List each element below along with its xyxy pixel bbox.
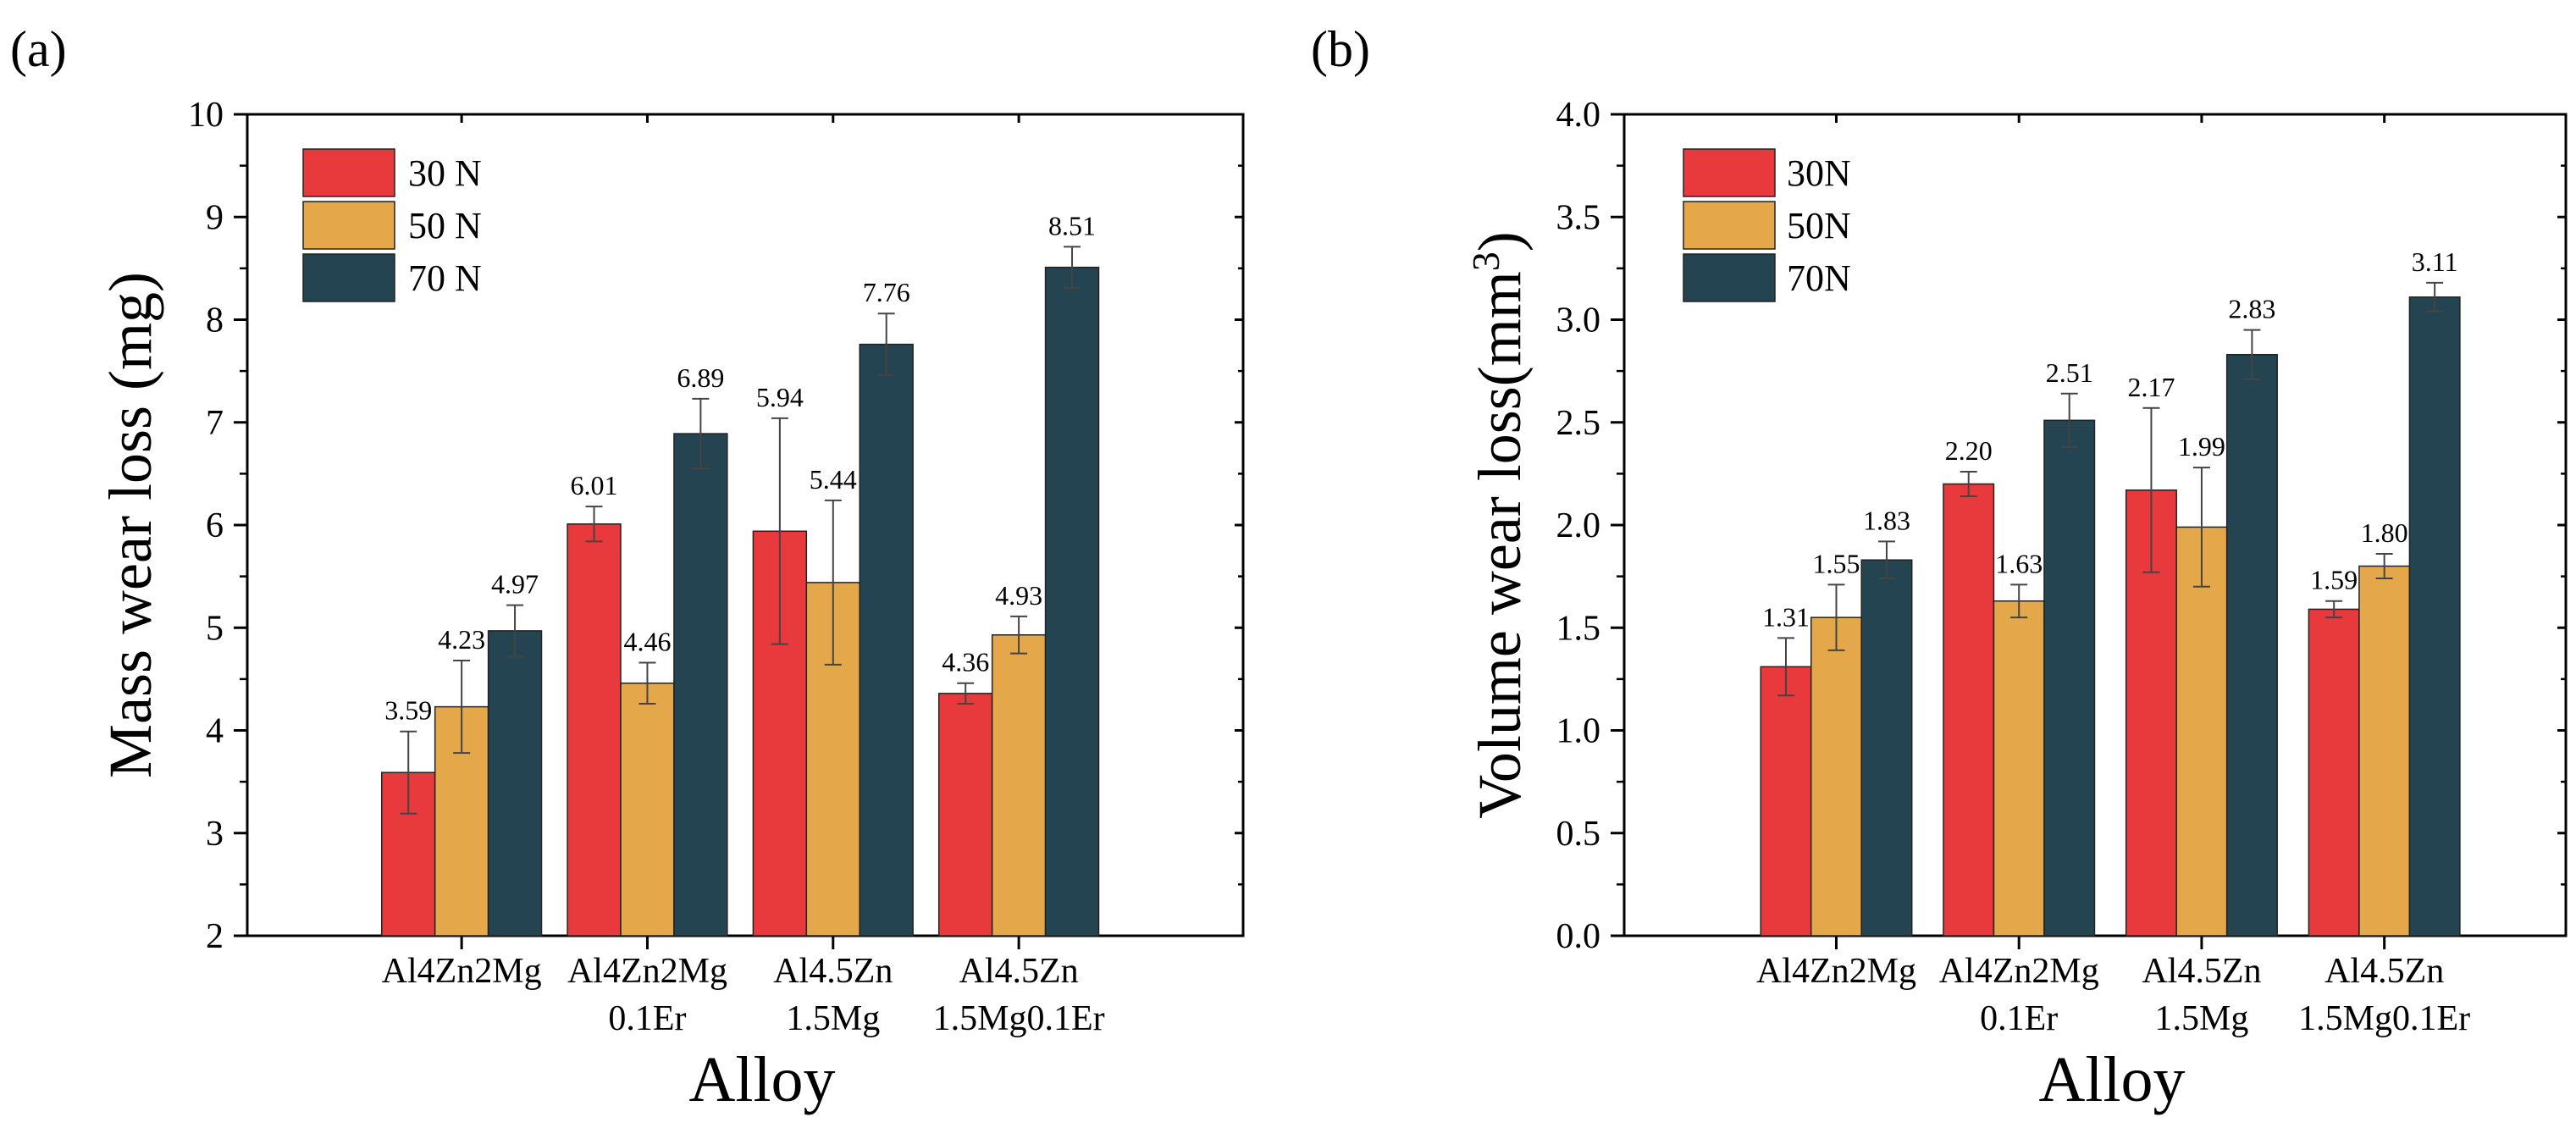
y-tick-label: 8 xyxy=(206,301,224,340)
panel-label: (b) xyxy=(1311,21,1370,77)
bar-50n xyxy=(2175,526,2228,937)
y-tick-label: 2 xyxy=(206,917,224,956)
data-label: 8.51 xyxy=(1048,210,1096,241)
y-axis-label-superscript: 3 xyxy=(1464,252,1507,271)
data-label: 2.20 xyxy=(1945,435,1993,466)
data-label: 1.80 xyxy=(2361,517,2408,548)
data-label: 1.99 xyxy=(2178,431,2225,462)
bar-30n xyxy=(567,523,622,937)
y-tick-label: 5 xyxy=(206,609,224,648)
bar-50n xyxy=(1993,600,2045,937)
data-label: 1.59 xyxy=(2310,565,2358,595)
data-label: 5.44 xyxy=(810,464,857,495)
y-tick-label: 0.0 xyxy=(1556,917,1601,956)
chart-panel-a: (a) 2 3 4 5 6 7 8 9 10 Mass wear loss (mg) Alloy Al4… xyxy=(10,21,1245,1115)
legend-label: 30 N xyxy=(408,152,482,194)
legend-label: 70N xyxy=(1787,257,1851,299)
data-label: 2.83 xyxy=(2228,294,2275,324)
data-label: 6.01 xyxy=(571,470,618,500)
y-tick-label: 9 xyxy=(206,198,224,237)
y-axis-label: Volume wear loss(mm3) xyxy=(1464,231,1534,819)
y-tick-label: 7 xyxy=(206,404,224,443)
data-label: 3.11 xyxy=(2412,246,2458,277)
bar-70n xyxy=(487,630,543,937)
data-label: 3.59 xyxy=(384,695,432,726)
data-label: 4.46 xyxy=(623,626,671,656)
legend-label: 50 N xyxy=(408,205,482,246)
y-tick-label: 0.5 xyxy=(1556,815,1601,854)
x-tick-label: 0.1Er xyxy=(608,999,686,1038)
legend-swatch xyxy=(302,148,395,197)
x-tick-label: Al4Zn2Mg xyxy=(382,952,542,991)
data-label: 4.93 xyxy=(995,580,1042,611)
legend-swatch xyxy=(302,253,395,302)
legend-label: 50N xyxy=(1787,205,1851,246)
bar-70n xyxy=(859,343,914,937)
x-tick-label: Al4.5Zn xyxy=(959,952,1079,991)
x-tick-label: Al4.5Zn xyxy=(773,952,893,991)
x-tick-label: Al4.5Zn xyxy=(2142,952,2261,991)
data-label: 1.63 xyxy=(1995,548,2043,578)
y-tick-label: 10 xyxy=(188,96,224,135)
y-tick-label: 3 xyxy=(206,815,224,854)
x-tick-label: Al4.5Zn xyxy=(2324,952,2444,991)
y-tick-label: 1.5 xyxy=(1556,609,1601,648)
bar-30n xyxy=(1943,483,1995,937)
bar-30n xyxy=(937,693,993,937)
legend-label: 70 N xyxy=(408,257,482,299)
legend-swatch xyxy=(1683,253,1776,302)
bar-70n xyxy=(2408,296,2461,937)
legend-swatch xyxy=(1683,201,1776,250)
data-label: 6.89 xyxy=(677,362,724,393)
y-tick-label: 2.5 xyxy=(1556,404,1601,443)
legend-swatch xyxy=(1683,148,1776,197)
data-label: 2.51 xyxy=(2046,357,2093,388)
data-label: 5.94 xyxy=(756,382,804,412)
panel-label: (a) xyxy=(10,21,67,77)
x-tick-label: 1.5Mg xyxy=(786,999,880,1038)
legend-swatch xyxy=(302,201,395,250)
bar-70n xyxy=(2043,419,2096,937)
y-tick-label: 1.0 xyxy=(1556,712,1601,751)
y-tick-label: 6 xyxy=(206,506,224,545)
x-axis-label: Alloy xyxy=(688,1044,835,1115)
bar-70n xyxy=(1044,266,1100,937)
x-tick-label: Al4Zn2Mg xyxy=(1939,952,2099,991)
y-tick-label: 3.5 xyxy=(1556,198,1601,237)
data-label: 1.83 xyxy=(1863,505,1910,535)
y-tick-label: 3.0 xyxy=(1556,301,1601,340)
y-tick-label: 4.0 xyxy=(1556,96,1601,135)
bar-30n xyxy=(2308,608,2360,937)
data-label: 4.23 xyxy=(438,624,485,655)
bar-30n xyxy=(1760,666,1812,937)
x-tick-label: Al4Zn2Mg xyxy=(567,952,727,991)
x-tick-label: 1.5Mg0.1Er xyxy=(933,999,1105,1038)
data-label: 1.31 xyxy=(1762,601,1810,632)
bar-50n xyxy=(620,682,675,937)
y-axis-label-end: ) xyxy=(1466,231,1534,252)
x-tick-label: 0.1Er xyxy=(1980,999,2058,1038)
data-label: 1.55 xyxy=(1812,548,1860,578)
legend-label: 30N xyxy=(1787,152,1851,194)
bar-50n xyxy=(991,633,1047,937)
y-tick-label: 4 xyxy=(206,712,224,751)
y-axis-label: Mass wear loss (mg) xyxy=(97,272,164,778)
data-label: 4.36 xyxy=(942,647,989,677)
bar-70n xyxy=(2225,353,2278,937)
data-label: 2.17 xyxy=(2127,372,2175,402)
x-tick-label: Al4Zn2Mg xyxy=(1756,952,1916,991)
bar-50n xyxy=(1810,617,1862,937)
bar-50n xyxy=(2358,565,2411,937)
bar-70n xyxy=(673,433,728,937)
chart-panel-b: (b) 0.0 0.5 1.0 1.5 2.0 2.5 3.0 3.5 4.0 Volume wea… xyxy=(1311,21,2568,1115)
bar-70n xyxy=(1860,559,1913,937)
x-tick-label: 1.5Mg0.1Er xyxy=(2298,999,2470,1038)
y-tick-label: 2.0 xyxy=(1556,506,1601,545)
data-label: 7.76 xyxy=(863,277,910,307)
x-axis-label: Alloy xyxy=(2038,1044,2185,1115)
x-tick-label: 1.5Mg xyxy=(2155,999,2249,1038)
data-label: 4.97 xyxy=(491,569,539,600)
